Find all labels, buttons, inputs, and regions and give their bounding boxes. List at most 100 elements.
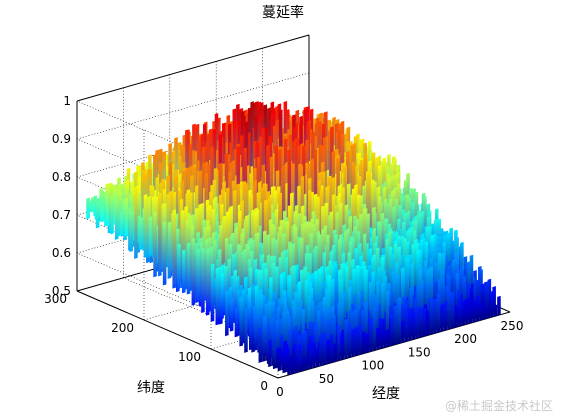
surface-patch: [110, 195, 114, 235]
surface-patch: [422, 307, 427, 337]
x-axis-label: 经度: [372, 386, 400, 402]
surface-patch: [305, 357, 309, 371]
surface-patch: [153, 211, 157, 278]
y-tick-label: 0: [260, 379, 268, 393]
surface-patch: [468, 304, 473, 324]
z-tick-label: 1: [63, 94, 71, 108]
axis-edge: [76, 290, 279, 379]
surface-patch: [196, 248, 200, 302]
surface-patch: [333, 343, 338, 363]
surface: [86, 100, 501, 376]
surface-patch: [210, 263, 215, 322]
surface-patch: [301, 356, 306, 372]
surface-patch: [458, 298, 462, 327]
surface-patch: [134, 186, 138, 259]
surface-patch: [105, 183, 109, 227]
surface-patch: [258, 327, 263, 363]
surface-patch: [447, 291, 451, 330]
surface-patch: [490, 290, 494, 318]
surface-patch: [322, 332, 327, 366]
surface-patch: [186, 242, 191, 295]
surface-patch: [401, 320, 405, 343]
axis-edge: [76, 34, 310, 102]
surface-patch: [411, 312, 416, 340]
surface-patch: [172, 209, 176, 289]
grid-line: [76, 72, 310, 140]
surface-patch: [138, 217, 143, 251]
surface-patch: [326, 339, 330, 365]
surface-patch: [205, 248, 210, 316]
surface-patch: [181, 249, 186, 294]
z-tick-label: 0.8: [52, 170, 71, 184]
surface-patch: [369, 319, 373, 353]
x-tick-label: 150: [408, 345, 431, 359]
surface-patch: [408, 313, 412, 341]
surface-patch: [220, 272, 224, 320]
surface-patch: [493, 304, 498, 317]
surface-patch: [148, 216, 153, 257]
chart-title: 蔓延率: [262, 4, 304, 21]
surface-patch: [351, 328, 355, 358]
surface-patch: [124, 197, 129, 236]
surface-patch: [239, 296, 243, 347]
surface-patch: [201, 247, 205, 314]
y-axis-label: 纬度: [137, 380, 165, 396]
surface-patch: [465, 306, 469, 325]
surface-patch: [390, 313, 394, 347]
surface-patch: [436, 292, 441, 333]
surface-patch: [191, 237, 196, 306]
surface-patch: [340, 335, 345, 361]
surface-patch: [277, 346, 282, 372]
y-tick-label: 300: [44, 292, 67, 306]
surface-patch: [100, 204, 105, 223]
surface-patch: [234, 306, 239, 338]
surface-patch: [158, 192, 162, 277]
surface-patch: [312, 342, 316, 369]
surface-patch: [454, 306, 459, 328]
z-tick-label: 0.9: [52, 132, 71, 146]
surface-patch: [287, 363, 291, 376]
surface-patch: [86, 197, 90, 220]
surface-patch: [129, 210, 133, 253]
surface-patch: [497, 295, 501, 316]
z-tick-label: 0.7: [52, 208, 71, 222]
surface-patch: [426, 313, 430, 336]
x-tick-label: 50: [319, 372, 334, 386]
surface-patch: [486, 307, 491, 319]
x-tick-label: 0: [276, 385, 284, 399]
surface-patch: [415, 306, 419, 339]
surface-patch: [450, 291, 455, 329]
surface-patch: [253, 313, 258, 351]
surface-patch: [95, 202, 100, 229]
surface-patch: [475, 295, 480, 322]
surface-patch: [472, 300, 476, 323]
surface-patch: [337, 325, 341, 362]
surface-patch: [397, 297, 402, 344]
surface-patch: [482, 303, 487, 320]
x-tick-label: 100: [361, 359, 384, 373]
surface-patch: [272, 331, 277, 370]
surface-patch: [290, 361, 295, 375]
surface-patch: [225, 290, 229, 337]
surface-patch: [294, 357, 298, 374]
surface-patch: [91, 196, 95, 213]
surface-patch: [308, 342, 313, 370]
surface-patch: [418, 306, 423, 338]
z-tick-label: 0.5: [52, 284, 71, 298]
surface-patch: [119, 210, 124, 237]
surface-patch: [244, 307, 248, 353]
surface-patch: [404, 310, 409, 342]
y-tick-label: 100: [178, 350, 201, 364]
surface-patch: [167, 221, 172, 279]
x-tick-label: 200: [454, 332, 477, 346]
surface-patch: [282, 349, 287, 374]
surface-patch: [479, 303, 483, 321]
surface-patch: [358, 323, 362, 356]
surface-patch: [297, 344, 302, 373]
surface-patch: [344, 318, 348, 360]
surface-patch: [383, 329, 387, 349]
surface-patch: [386, 328, 391, 348]
surface-patch: [394, 305, 398, 345]
